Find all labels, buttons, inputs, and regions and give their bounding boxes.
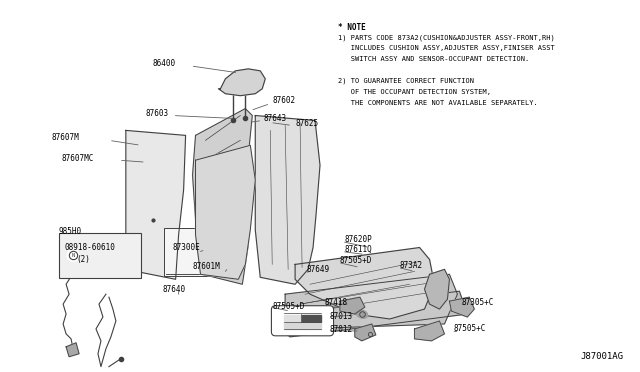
Text: * NOTE: * NOTE (338, 23, 365, 32)
Polygon shape (449, 297, 474, 317)
Polygon shape (280, 291, 467, 337)
Polygon shape (218, 69, 265, 96)
Text: 87505+D: 87505+D (340, 256, 372, 265)
Text: OF THE OCCUPANT DETECTION SYSTEM,: OF THE OCCUPANT DETECTION SYSTEM, (338, 89, 491, 95)
Text: 87649: 87649 (306, 265, 329, 274)
Text: 87505+D: 87505+D (272, 302, 305, 311)
Polygon shape (255, 116, 320, 284)
Polygon shape (355, 324, 376, 341)
Text: 985H0: 985H0 (58, 227, 81, 236)
Polygon shape (66, 343, 79, 357)
Text: 87602: 87602 (272, 96, 295, 105)
Text: 87418: 87418 (325, 298, 348, 307)
Text: 87300E: 87300E (173, 243, 200, 252)
Text: 87620P: 87620P (345, 235, 372, 244)
Polygon shape (126, 131, 186, 279)
Text: (2): (2) (76, 255, 90, 264)
Text: 87640: 87640 (163, 285, 186, 294)
Text: SWITCH ASSY AND SENSOR-OCCUPANT DETECTION.: SWITCH ASSY AND SENSOR-OCCUPANT DETECTIO… (338, 56, 529, 62)
FancyBboxPatch shape (271, 306, 333, 336)
Text: 873A2: 873A2 (399, 261, 423, 270)
Polygon shape (196, 145, 255, 279)
Polygon shape (340, 297, 365, 314)
Polygon shape (285, 274, 458, 329)
Polygon shape (424, 269, 449, 309)
Text: 87601M: 87601M (193, 262, 220, 271)
Polygon shape (303, 315, 321, 321)
Polygon shape (193, 109, 252, 284)
Text: 87643: 87643 (263, 114, 286, 123)
Text: 87611Q: 87611Q (345, 245, 372, 254)
Ellipse shape (356, 310, 367, 318)
Text: THE COMPONENTS ARE NOT AVAILABLE SEPARATELY.: THE COMPONENTS ARE NOT AVAILABLE SEPARAT… (338, 100, 538, 106)
Text: 87607M: 87607M (51, 133, 79, 142)
Text: 87607MC: 87607MC (61, 154, 93, 163)
Text: 87625: 87625 (295, 119, 318, 128)
FancyBboxPatch shape (164, 228, 243, 276)
Text: INCLUDES CUSHION ASSY,ADJUSTER ASSY,FINISER ASST: INCLUDES CUSHION ASSY,ADJUSTER ASSY,FINI… (338, 45, 555, 51)
Polygon shape (295, 247, 435, 319)
Text: 87013: 87013 (330, 311, 353, 321)
Ellipse shape (67, 250, 79, 262)
Text: 86400: 86400 (152, 60, 175, 68)
FancyBboxPatch shape (59, 232, 141, 278)
Text: 1) PARTS CODE 873A2(CUSHION&ADJUSTER ASSY-FRONT,RH): 1) PARTS CODE 873A2(CUSHION&ADJUSTER ASS… (338, 34, 555, 41)
Polygon shape (415, 321, 444, 341)
Text: N: N (72, 253, 75, 258)
Text: 08918-60610: 08918-60610 (64, 243, 115, 252)
Text: 87012: 87012 (330, 326, 353, 334)
Text: 2) TO GUARANTEE CORRECT FUNCTION: 2) TO GUARANTEE CORRECT FUNCTION (338, 78, 474, 84)
Text: J87001AG: J87001AG (580, 352, 623, 361)
Text: 87505+C: 87505+C (453, 324, 486, 333)
Text: 87305+C: 87305+C (461, 298, 493, 307)
Text: 87603: 87603 (145, 109, 169, 118)
Polygon shape (284, 323, 321, 328)
Polygon shape (284, 315, 301, 321)
